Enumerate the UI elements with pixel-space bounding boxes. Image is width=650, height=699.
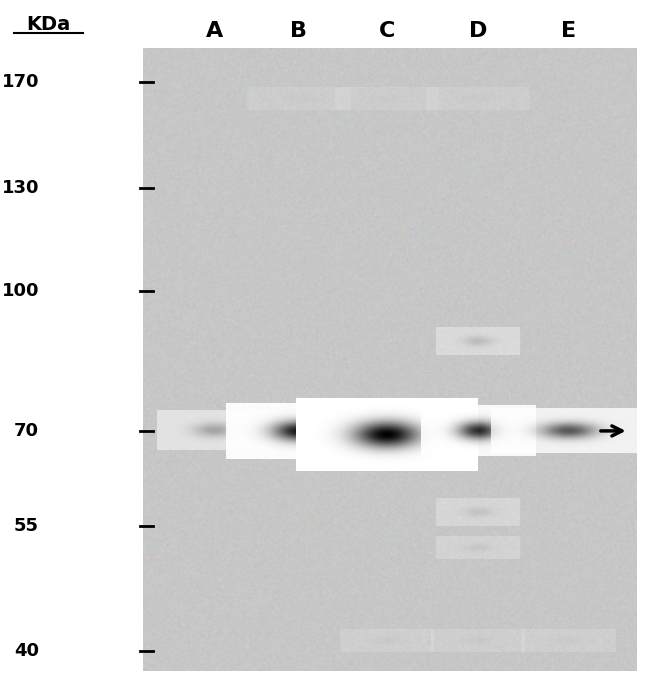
Text: KDa: KDa [27, 15, 71, 34]
Text: E: E [561, 22, 577, 41]
Text: 70: 70 [14, 422, 39, 440]
Text: 55: 55 [14, 517, 39, 535]
Text: 40: 40 [14, 642, 39, 660]
Text: D: D [469, 22, 487, 41]
Text: 100: 100 [1, 282, 39, 300]
Text: 130: 130 [1, 179, 39, 196]
Text: A: A [206, 22, 223, 41]
Text: 170: 170 [1, 73, 39, 91]
Text: B: B [291, 22, 307, 41]
Text: C: C [378, 22, 395, 41]
